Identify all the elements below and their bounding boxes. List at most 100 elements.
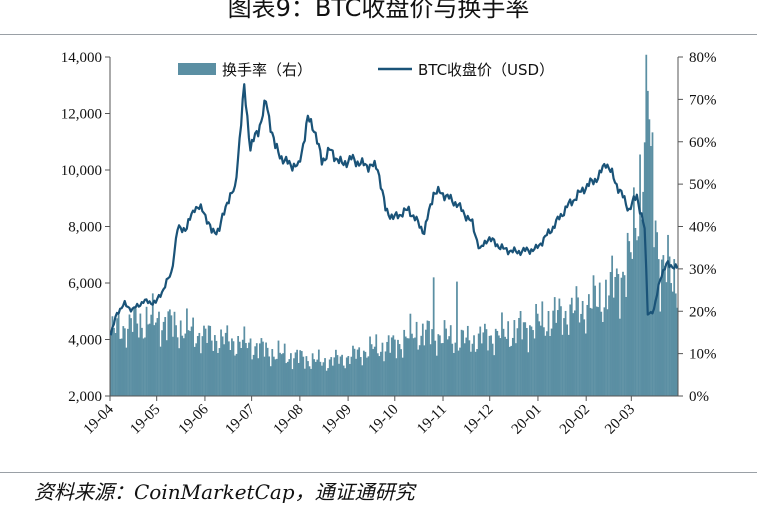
turnover-bar	[144, 337, 146, 396]
turnover-bar	[632, 187, 635, 396]
turnover-bar	[428, 321, 430, 396]
turnover-bar	[511, 337, 514, 396]
turnover-bar	[657, 259, 660, 396]
turnover-bar	[130, 318, 132, 396]
y-left-tick-label: 6,000	[68, 276, 102, 292]
turnover-bar	[473, 335, 475, 396]
turnover-bar	[201, 336, 204, 396]
turnover-bar	[131, 331, 134, 396]
turnover-bar	[269, 366, 272, 396]
x-tick-label: 20-03	[602, 402, 638, 438]
turnover-bar	[116, 318, 118, 396]
turnover-bar	[501, 312, 503, 396]
y-left-tick-label: 14,000	[61, 50, 102, 66]
turnover-bar	[172, 336, 174, 396]
price-line	[109, 83, 679, 336]
turnover-bar	[507, 321, 510, 396]
turnover-bar	[125, 347, 128, 396]
turnover-bar	[460, 329, 463, 396]
turnover-bar	[561, 334, 564, 396]
turnover-bar	[227, 341, 230, 396]
turnover-bar	[268, 356, 271, 396]
turnover-bar	[619, 318, 621, 396]
y-right-tick-label: 10%	[689, 347, 717, 363]
turnover-bar	[394, 339, 396, 396]
turnover-bar	[327, 368, 330, 396]
turnover-bar	[538, 321, 541, 396]
turnover-bar	[587, 294, 590, 396]
turnover-bar	[285, 363, 288, 396]
turnover-bar	[389, 352, 392, 396]
turnover-bar	[375, 334, 378, 396]
turnover-bar	[508, 346, 511, 396]
turnover-bar	[496, 330, 499, 396]
turnover-bar	[603, 307, 606, 396]
x-tick-label: 20-01	[509, 402, 545, 438]
y-right-tick-label: 40%	[689, 220, 717, 236]
turnover-bar	[286, 361, 289, 396]
turnover-bar	[401, 357, 404, 396]
turnover-bar	[547, 311, 550, 396]
turnover-bar	[133, 307, 136, 396]
turnover-bar	[341, 354, 343, 396]
turnover-bar	[215, 340, 218, 396]
turnover-bar	[563, 318, 565, 396]
legend-turnover-label: 换手率（右）	[222, 61, 312, 79]
turnover-bar	[342, 365, 345, 396]
turnover-bar	[158, 311, 160, 396]
turnover-bar	[409, 313, 412, 396]
turnover-bar	[279, 352, 281, 396]
turnover-bar	[434, 340, 437, 396]
turnover-bar	[494, 328, 497, 396]
turnover-bar	[614, 277, 617, 396]
turnover-bar	[381, 342, 384, 396]
turnover-bar	[333, 357, 336, 396]
turnover-bar	[505, 338, 508, 396]
turnover-bar	[123, 328, 126, 396]
y-left-tick-label: 2,000	[68, 389, 102, 405]
turnover-bar	[484, 323, 486, 396]
turnover-bar	[567, 334, 570, 396]
turnover-bar	[358, 347, 361, 396]
turnover-bar	[435, 355, 438, 396]
turnover-bar	[310, 368, 312, 396]
y-right-tick-label: 60%	[689, 135, 717, 151]
turnover-bar	[609, 272, 612, 396]
turnover-bar	[335, 349, 337, 396]
y-right-tick-label: 20%	[689, 304, 717, 320]
turnover-bar	[656, 232, 659, 396]
turnover-bar	[262, 341, 264, 396]
turnover-bar	[451, 343, 454, 396]
y-right-tick-label: 80%	[689, 50, 717, 66]
turnover-bar	[519, 311, 522, 396]
turnover-bar	[347, 356, 350, 396]
turnover-bar	[541, 301, 544, 396]
turnover-bar	[182, 338, 185, 396]
turnover-bar	[257, 358, 260, 396]
turnover-bar	[254, 346, 257, 396]
turnover-bar	[615, 268, 618, 396]
turnover-bar	[370, 344, 373, 396]
turnover-bar	[234, 355, 236, 396]
turnover-bar	[217, 352, 219, 396]
turnover-bar	[454, 342, 457, 396]
turnover-bar	[176, 337, 179, 396]
turnover-bar	[181, 335, 184, 396]
turnover-bar	[113, 327, 115, 396]
turnover-bar	[676, 307, 679, 396]
y-left-tick-label: 4,000	[68, 333, 102, 349]
turnover-bar	[524, 322, 527, 396]
turnover-bar	[364, 351, 367, 396]
turnover-bar	[555, 322, 558, 396]
turnover-bar	[147, 324, 149, 396]
turnover-bar	[311, 353, 314, 396]
turnover-bar	[646, 90, 649, 397]
turnover-bar	[612, 297, 615, 396]
turnover-bar	[622, 271, 624, 396]
turnover-bar	[380, 351, 382, 396]
turnover-bar	[415, 321, 418, 396]
turnover-bar	[265, 342, 267, 396]
turnover-bar	[331, 365, 334, 396]
top-divider	[0, 34, 757, 35]
turnover-bar	[521, 339, 524, 396]
